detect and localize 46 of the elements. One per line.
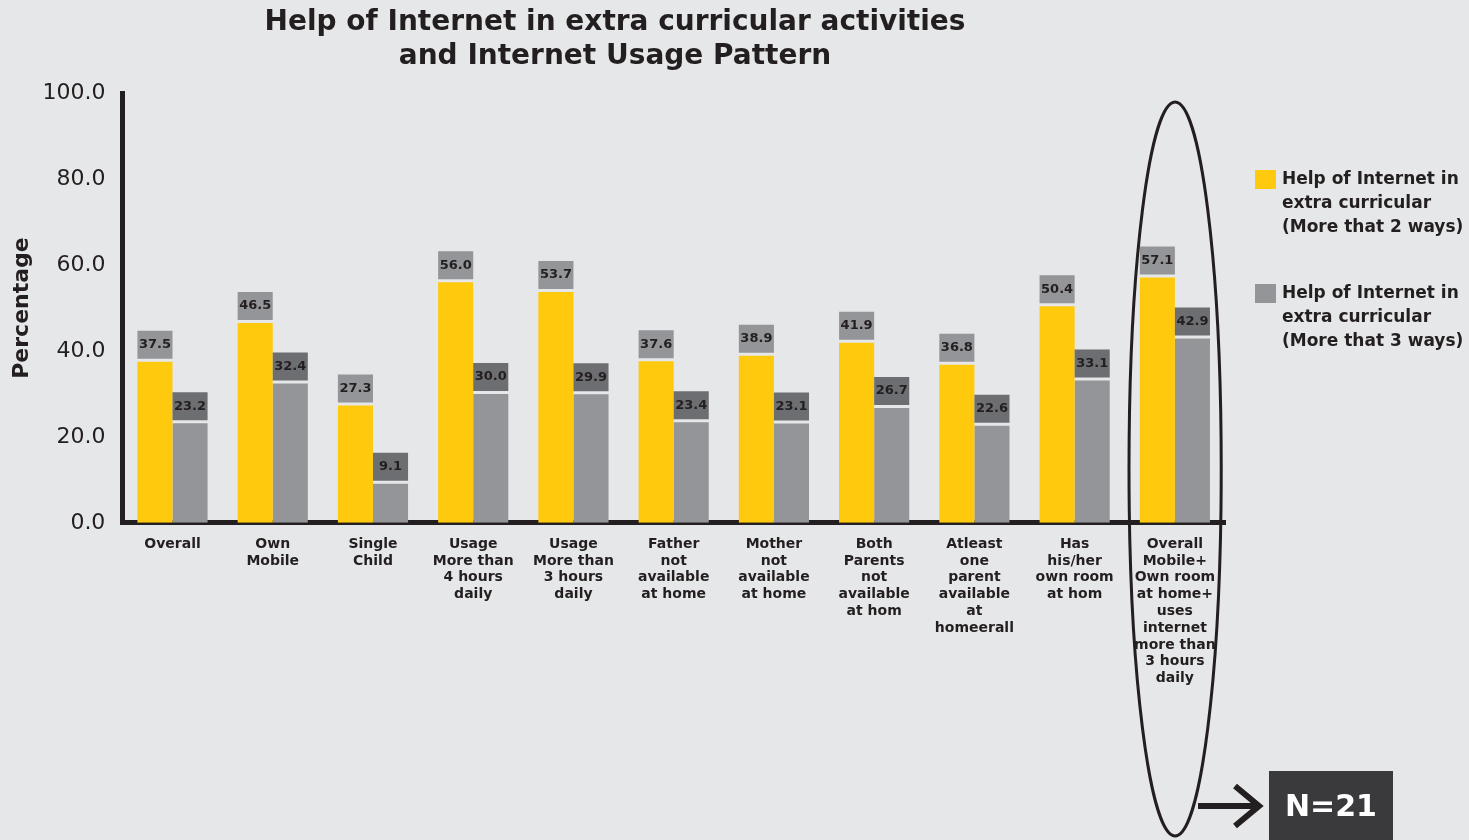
y-tick-label: 100.0 <box>42 78 106 104</box>
x-tick-label: Usage More than 3 hours daily <box>533 534 614 602</box>
legend-label: Help of Internet in extra curricular (More that 2 ways) <box>1282 167 1465 238</box>
x-tick-label: Overall <box>144 534 201 551</box>
chart-title: Help of Internet in extra curricular activities and Internet Usage Pattern <box>264 4 966 71</box>
x-tick-label: Single Child <box>348 534 398 568</box>
data-label: 36.8 <box>940 339 973 355</box>
data-label: 26.7 <box>875 382 908 398</box>
data-label: 33.1 <box>1076 354 1109 370</box>
data-label: 23.4 <box>675 396 708 412</box>
y-tick-label: 80.0 <box>56 164 106 190</box>
y-tick-label: 20.0 <box>56 422 106 448</box>
data-label: 38.9 <box>740 330 773 346</box>
data-label: 27.3 <box>339 379 372 395</box>
data-label: 57.1 <box>1141 251 1174 267</box>
data-label: 56.0 <box>439 256 472 272</box>
data-label: 23.1 <box>775 397 808 413</box>
y-tick-label: 0.0 <box>70 508 106 534</box>
y-tick-label: 40.0 <box>56 336 106 362</box>
x-tick-label: Mother not available at home <box>738 534 810 602</box>
data-label: 42.9 <box>1176 312 1209 328</box>
x-tick-label: Has his/her own room at hom <box>1035 534 1114 602</box>
y-tick-label: 60.0 <box>56 250 106 276</box>
data-label: 22.6 <box>975 400 1008 416</box>
data-label: 29.9 <box>574 368 608 384</box>
bar <box>874 408 910 523</box>
legend-label: Help of Internet in extra curricular (More that 3 ways) <box>1282 281 1465 352</box>
data-label: 9.1 <box>379 458 403 474</box>
data-label: 53.7 <box>539 266 572 282</box>
bar <box>538 292 574 523</box>
data-label: 37.6 <box>640 335 673 351</box>
x-tick-label: Both Parents not available at hom <box>838 534 910 619</box>
x-tick-label: Usage More than 4 hours daily <box>432 534 514 602</box>
data-label: 23.2 <box>174 397 207 413</box>
data-label: 46.5 <box>239 297 272 313</box>
text: N=21 <box>1269 771 1393 840</box>
data-label: 30.0 <box>474 368 507 384</box>
data-label: 41.9 <box>840 317 873 333</box>
data-label: 50.4 <box>1041 280 1074 296</box>
data-label: 32.4 <box>274 357 307 373</box>
data-label: 37.5 <box>138 336 171 352</box>
x-tick-label: Father not available at home <box>638 534 710 602</box>
bar <box>237 323 273 523</box>
x-tick-label: Atleast one parent available at homeerall <box>934 534 1014 635</box>
y-axis-title: Percentage <box>7 237 33 379</box>
x-tick-label: Own Mobile <box>246 534 300 568</box>
